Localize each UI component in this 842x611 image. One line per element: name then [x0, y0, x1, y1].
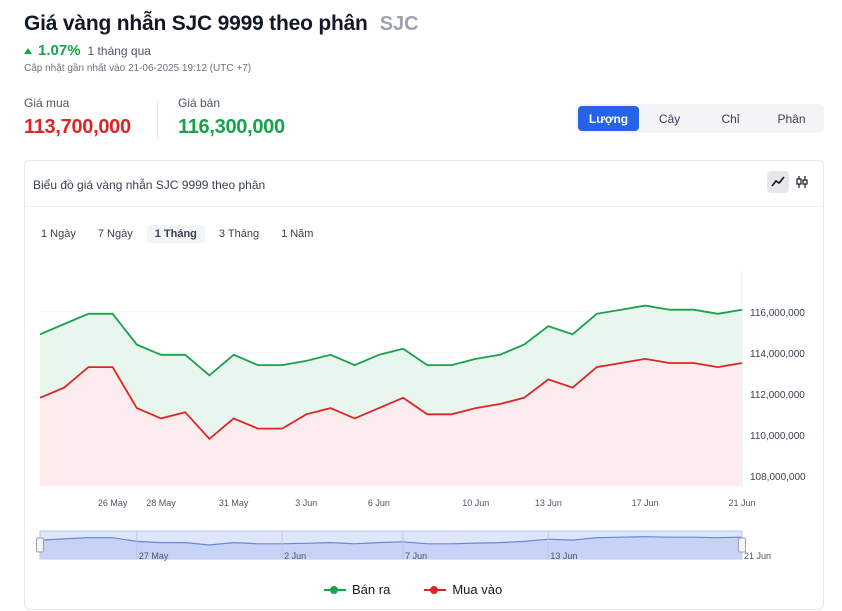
- y-tick-label: 116,000,000: [750, 308, 805, 319]
- chart-title: Biểu đồ giá vàng nhẫn SJC 9999 theo phân: [33, 178, 266, 192]
- buy-price-block: Giá mua 113,700,000: [24, 96, 131, 139]
- unit-tab-cay[interactable]: Cây: [658, 111, 681, 126]
- legend-buy-label: Mua vào: [452, 582, 503, 597]
- navigator-handle-right[interactable]: [738, 537, 746, 553]
- buy-price-value: 113,700,000: [24, 116, 131, 138]
- change-percent: 1.07%: [38, 42, 81, 59]
- range-tab-1-day[interactable]: 1 Ngày: [41, 228, 76, 240]
- price-change: 1.07% 1 tháng qua: [24, 42, 151, 59]
- unit-tab-luong[interactable]: Lượng: [578, 106, 639, 131]
- navigator-tick-label: 2 Jun: [284, 551, 306, 561]
- x-tick-label: 31 May: [219, 498, 249, 508]
- navigator-tick-label: 27 May: [139, 551, 169, 561]
- legend-buy[interactable]: Mua vào: [424, 582, 502, 597]
- navigator-tick-label: 21 Jun: [744, 551, 771, 561]
- buy-line: [39, 357, 743, 441]
- range-tab-7-days[interactable]: 7 Ngày: [97, 228, 133, 240]
- sell-area: [40, 305, 742, 439]
- unit-tabs: Lượng Cây Chỉ Phân: [576, 104, 824, 133]
- navigator-area: [40, 536, 742, 559]
- legend-buy-swatch: [424, 585, 447, 594]
- range-tab-1-year[interactable]: 1 Năm: [281, 228, 314, 240]
- x-tick-label: 26 May: [98, 498, 128, 508]
- sell-price-label: Giá bán: [178, 96, 221, 110]
- sell-price-block: Giá bán 116,300,000: [178, 96, 285, 139]
- range-tab-1-month[interactable]: 1 Tháng: [146, 225, 205, 243]
- navigator-handle-left[interactable]: [36, 537, 44, 553]
- sell-line: [39, 304, 743, 377]
- y-tick-label: 112,000,000: [750, 390, 805, 401]
- last-updated: Cập nhật gần nhất vào 21-06-2025 19:12 (…: [24, 63, 252, 74]
- x-tick-label: 10 Jun: [462, 498, 489, 508]
- x-tick-label: 17 Jun: [632, 498, 659, 508]
- unit-tab-chi[interactable]: Chỉ: [721, 111, 740, 126]
- chart-card-header: Biểu đồ giá vàng nhẫn SJC 9999 theo phân: [25, 161, 823, 207]
- navigator-tick-label: 7 Jun: [405, 551, 427, 561]
- page-title: Giá vàng nhẫn SJC 9999 theo phân: [24, 12, 368, 35]
- price-chart: 108,000,000 110,000,000 112,000,000 114,000…: [36, 271, 806, 561]
- x-tick-label: 3 Jun: [295, 498, 317, 508]
- navigator-tick-label: 13 Jun: [550, 551, 577, 561]
- navigator-line: [39, 536, 743, 546]
- price-divider: [157, 100, 158, 140]
- unit-tab-phan[interactable]: Phân: [777, 111, 806, 126]
- brand-label: SJC: [379, 13, 419, 35]
- x-tick-label: 13 Jun: [535, 498, 562, 508]
- x-tick-label: 28 May: [146, 498, 176, 508]
- chart-legend: Bán ra Mua vào: [324, 582, 502, 597]
- legend-sell-swatch: [324, 585, 346, 594]
- change-period: 1 tháng qua: [87, 43, 151, 58]
- range-tab-3-months[interactable]: 3 Tháng: [218, 228, 260, 240]
- buy-price-label: Giá mua: [24, 96, 70, 110]
- buy-area: [40, 358, 742, 486]
- y-tick-label: 114,000,000: [750, 349, 805, 360]
- y-tick-label: 110,000,000: [750, 431, 805, 442]
- title-row: Giá vàng nhẫn SJC 9999 theo phân SJC: [24, 12, 419, 36]
- legend-sell-label: Bán ra: [352, 582, 391, 597]
- candlestick-icon[interactable]: [791, 171, 813, 193]
- range-tabs: 1 Ngày 7 Ngày 1 Tháng 3 Tháng 1 Năm: [33, 225, 321, 243]
- x-tick-label: 21 Jun: [728, 498, 755, 508]
- line-chart-icon[interactable]: [767, 171, 789, 193]
- sell-price-value: 116,300,000: [178, 116, 285, 138]
- arrow-up-icon: [24, 47, 32, 54]
- chart-card: Biểu đồ giá vàng nhẫn SJC 9999 theo phân…: [24, 160, 824, 610]
- y-tick-label: 108,000,000: [750, 472, 806, 483]
- legend-sell[interactable]: Bán ra: [324, 582, 390, 597]
- x-tick-label: 6 Jun: [368, 498, 390, 508]
